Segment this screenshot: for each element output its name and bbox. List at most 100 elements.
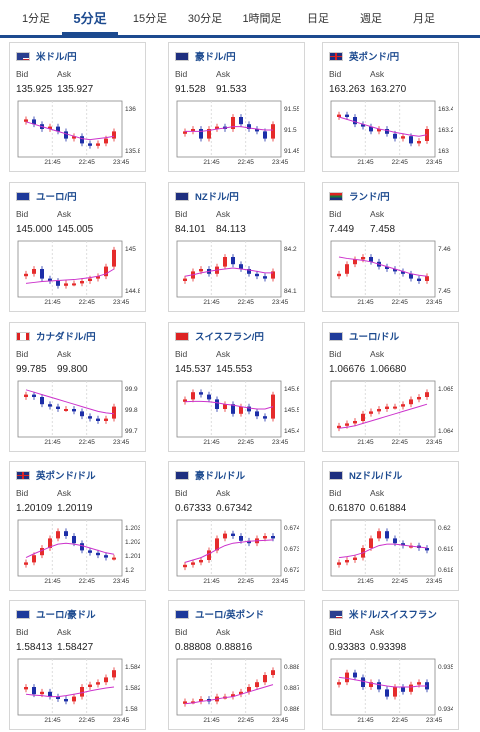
candle-up <box>361 257 365 260</box>
ask-value: 1.58427 <box>57 642 94 653</box>
candle-up <box>417 141 421 144</box>
mini-chart[interactable]: 1.065 1.064 21:45 22:45 23:45 <box>329 379 453 445</box>
candle-up <box>263 536 267 539</box>
mini-chart[interactable]: 0.62 0.619 0.618 21:45 22:45 23:45 <box>329 518 453 584</box>
candle-down <box>263 276 267 279</box>
rate-card[interactable]: NZドル/円 Bid Ask 84.101 84.113 84.2 84.1 21:45 22:… <box>168 182 305 312</box>
mini-chart[interactable]: 163.4 163.2 163 21:45 22:45 23:45 <box>329 99 453 165</box>
candle-up <box>40 691 44 695</box>
rate-card[interactable]: 英ポンド/円 Bid Ask 163.263 163.270 163.4 163.2 163 2… <box>322 42 459 172</box>
candle-up <box>112 670 116 678</box>
x-tick-label: 22:45 <box>79 299 96 305</box>
rate-card[interactable]: ランド/円 Bid Ask 7.449 7.458 7.46 7.45 21:45 22:45 2… <box>322 182 459 312</box>
candle-up <box>239 406 243 414</box>
mini-chart[interactable]: 1.203 1.202 1.201 1.2 21:45 22:45 23:45 <box>16 518 140 584</box>
tab-1時間足[interactable]: 1時間足 <box>242 13 282 25</box>
tab-日足[interactable]: 日足 <box>307 13 329 25</box>
candle-down <box>393 538 397 544</box>
currency-pair-link[interactable]: 英ポンド/ドル <box>36 471 96 482</box>
mini-chart[interactable]: 7.46 7.45 21:45 22:45 23:45 <box>329 239 453 305</box>
y-tick-label: 1.584 <box>125 664 140 671</box>
candle-down <box>64 131 68 139</box>
bid-value: 0.93383 <box>329 642 366 653</box>
rate-card[interactable]: NZドル/ドル Bid Ask 0.61870 0.61884 0.62 0.619 0.61… <box>322 461 459 591</box>
candle-up <box>231 694 235 697</box>
candle-down <box>88 416 92 419</box>
candle-down <box>401 543 405 546</box>
ask-value: 135.927 <box>57 84 94 95</box>
rate-card[interactable]: スイスフラン/円 Bid Ask 145.537 145.553 145.6 145.5 14… <box>168 322 305 452</box>
bid-value: 7.449 <box>329 224 355 235</box>
rate-card[interactable]: 米ドル/スイスフラン Bid Ask 0.93383 0.93398 0.935 0.934… <box>322 600 459 730</box>
tab-1分足[interactable]: 1分足 <box>21 13 51 25</box>
x-tick-label: 23:45 <box>426 439 443 445</box>
candle-down <box>80 411 84 417</box>
tab-月足[interactable]: 月足 <box>413 13 435 25</box>
candle-down <box>239 117 243 125</box>
y-tick-label: 91.45 <box>284 148 299 155</box>
currency-pair-link[interactable]: ランド/円 <box>349 192 390 203</box>
candle-down <box>425 548 429 551</box>
currency-pair-link[interactable]: NZドル/ドル <box>349 471 403 482</box>
chart-frame <box>330 658 436 716</box>
candle-down <box>401 687 405 692</box>
rate-card[interactable]: 米ドル/円 Bid Ask 135.925 135.927 136 135.8 21:45 22… <box>9 42 146 172</box>
rate-card[interactable]: 豪ドル/ドル Bid Ask 0.67333 0.67342 0.674 0.673 0.67… <box>168 461 305 591</box>
currency-pair-link[interactable]: 米ドル/円 <box>36 52 77 63</box>
tab-週足[interactable]: 週足 <box>360 13 382 25</box>
tab-30分足[interactable]: 30分足 <box>187 13 223 25</box>
candle-up <box>80 281 84 284</box>
candle-down <box>255 129 259 132</box>
bid-value: 99.785 <box>16 364 47 375</box>
moving-average-line <box>25 121 115 141</box>
mini-chart[interactable]: 99.9 99.8 99.7 21:45 22:45 23:45 <box>16 379 140 445</box>
candle-down <box>385 531 389 539</box>
candle-down <box>239 264 243 269</box>
bid-label: Bid <box>329 488 342 498</box>
candle-up <box>183 399 187 402</box>
ask-value: 0.93398 <box>370 642 407 653</box>
rate-card[interactable]: 英ポンド/ドル Bid Ask 1.20109 1.20119 1.203 1.202 1.2… <box>9 461 146 591</box>
currency-pair-link[interactable]: ユーロ/豪ドル <box>36 610 96 621</box>
tab-5分足[interactable]: 5分足 <box>62 0 118 35</box>
ask-value: 1.06680 <box>370 364 407 375</box>
rate-card[interactable]: カナダドル/円 Bid Ask 99.785 99.800 99.9 99.8 99.7 21:… <box>9 322 146 452</box>
mini-chart[interactable]: 84.2 84.1 21:45 22:45 23:45 <box>175 239 299 305</box>
mini-chart[interactable]: 145.6 145.5 145.4 21:45 22:45 23:45 <box>175 379 299 445</box>
candle-up <box>104 677 108 683</box>
candle-down <box>32 687 36 695</box>
currency-pair-link[interactable]: 米ドル/スイスフラン <box>349 610 437 621</box>
mini-chart[interactable]: 145 144.8 21:45 22:45 23:45 <box>16 239 140 305</box>
mini-chart[interactable]: 91.55 91.5 91.45 21:45 22:45 23:45 <box>175 99 299 165</box>
candle-down <box>263 416 267 419</box>
rate-card[interactable]: ユーロ/豪ドル Bid Ask 1.58413 1.58427 1.584 1.582 1.5… <box>9 600 146 730</box>
x-tick-label: 22:45 <box>238 578 255 584</box>
rate-card[interactable]: 豪ドル/円 Bid Ask 91.528 91.533 91.55 91.5 91.45 21:… <box>168 42 305 172</box>
timeframe-tabs: 1分足 5分足 15分足 30分足 1時間足 日足 週足 月足 <box>0 0 480 38</box>
currency-pair-link[interactable]: ユーロ/ドル <box>349 332 400 343</box>
rate-card[interactable]: ユーロ/英ポンド Bid Ask 0.88808 0.88816 0.888 0.887 0.… <box>168 600 305 730</box>
currency-pair-link[interactable]: 豪ドル/ドル <box>195 471 246 482</box>
currency-pair-link[interactable]: ユーロ/英ポンド <box>195 610 265 621</box>
candle-up <box>104 418 108 421</box>
currency-pair-link[interactable]: ユーロ/円 <box>36 192 77 203</box>
currency-pair-link[interactable]: カナダドル/円 <box>36 332 96 343</box>
currency-pair-link[interactable]: 英ポンド/円 <box>349 52 400 63</box>
candle-up <box>96 276 100 279</box>
mini-chart[interactable]: 1.584 1.582 1.58 21:45 22:45 23:45 <box>16 657 140 723</box>
y-tick-label: 1.202 <box>125 539 140 546</box>
mini-chart[interactable]: 0.935 0.934 21:45 22:45 23:45 <box>329 657 453 723</box>
mini-chart[interactable]: 0.674 0.673 0.672 21:45 22:45 23:45 <box>175 518 299 584</box>
currency-pair-link[interactable]: NZドル/円 <box>195 192 239 203</box>
tab-15分足[interactable]: 15分足 <box>132 13 168 25</box>
rate-card[interactable]: ユーロ/円 Bid Ask 145.000 145.005 145 144.8 21:45 22… <box>9 182 146 312</box>
currency-pair-link[interactable]: スイスフラン/円 <box>195 332 264 343</box>
mini-chart[interactable]: 0.888 0.887 0.886 21:45 22:45 23:45 <box>175 657 299 723</box>
candle-down <box>199 129 203 139</box>
ask-value: 163.270 <box>370 84 407 95</box>
currency-pair-link[interactable]: 豪ドル/円 <box>195 52 236 63</box>
flag-au-icon <box>175 470 189 480</box>
rate-card[interactable]: ユーロ/ドル Bid Ask 1.06676 1.06680 1.065 1.064 21:4… <box>322 322 459 452</box>
mini-chart[interactable]: 136 135.8 21:45 22:45 23:45 <box>16 99 140 165</box>
ask-value: 145.553 <box>216 364 253 375</box>
